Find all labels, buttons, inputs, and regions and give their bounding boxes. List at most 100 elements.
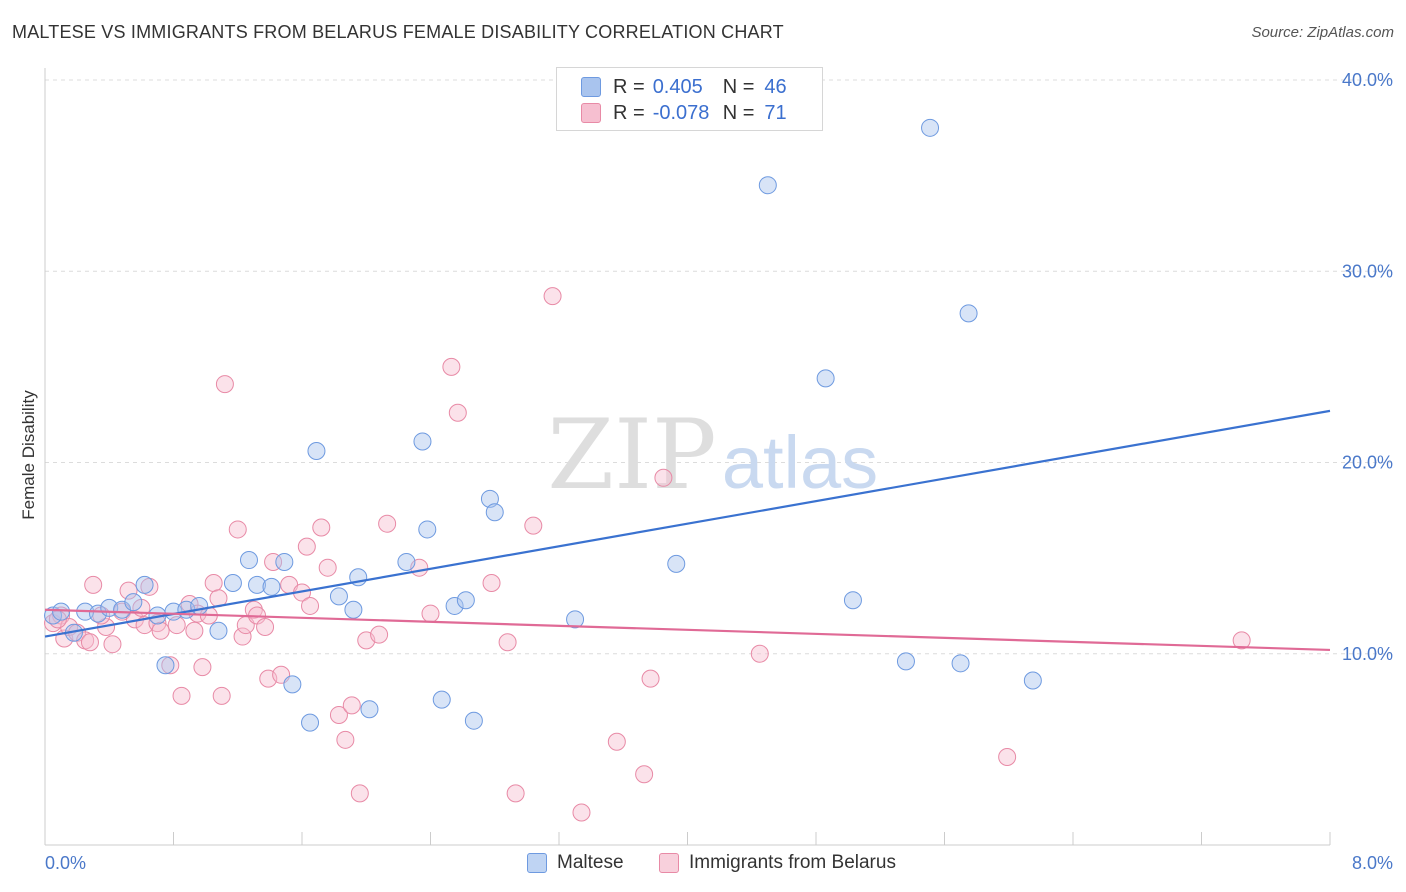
- maltese-point: [262, 577, 281, 596]
- belarus-point: [329, 705, 348, 724]
- maltese-point: [485, 503, 504, 522]
- belarus-point: [297, 537, 316, 556]
- belarus-point: [84, 575, 103, 594]
- belarus-point: [103, 635, 122, 654]
- belarus-point: [80, 633, 99, 652]
- r-value: 0.405: [652, 75, 703, 98]
- belarus-point: [750, 644, 769, 663]
- belarus-point: [641, 669, 660, 688]
- belarus-point: [342, 696, 361, 715]
- belarus-point: [350, 784, 369, 803]
- maltese-point: [1023, 671, 1042, 690]
- watermark: ZIP atlas: [547, 399, 878, 511]
- maltese-point: [896, 652, 915, 671]
- legend-row-maltese: R = 0.405 N = 46: [581, 75, 787, 99]
- legend-label-maltese: Maltese: [557, 852, 624, 873]
- belarus-point: [172, 686, 191, 705]
- belarus-point: [498, 633, 517, 652]
- belarus-point: [167, 616, 186, 635]
- maltese-point: [329, 587, 348, 606]
- belarus-point: [212, 686, 231, 705]
- belarus-point: [506, 784, 525, 803]
- x-tick-labels: 0.0% 8.0%: [45, 853, 1393, 873]
- maltese-point: [667, 554, 686, 573]
- maltese-point: [480, 489, 499, 508]
- belarus-point: [228, 520, 247, 539]
- maltese-point: [223, 573, 242, 592]
- maltese-point: [275, 552, 294, 571]
- source-label: Source: ZipAtlas.com: [1251, 24, 1394, 41]
- belarus-point: [185, 621, 204, 640]
- belarus-point: [370, 625, 389, 644]
- belarus-point: [1232, 631, 1251, 650]
- maltese-point: [758, 176, 777, 195]
- belarus-point: [572, 803, 591, 822]
- belarus-point: [215, 375, 234, 394]
- chart-title: MALTESE VS IMMIGRANTS FROM BELARUS FEMAL…: [12, 22, 784, 42]
- maltese-point: [344, 600, 363, 619]
- legend-row-belarus: R = -0.078 N = 71: [581, 101, 787, 125]
- belarus-point: [318, 558, 337, 577]
- gridlines: [45, 79, 1392, 655]
- maltese-point: [432, 690, 451, 709]
- series-legend: Maltese Immigrants from Belarus: [0, 852, 1406, 878]
- belarus-point: [448, 403, 467, 422]
- belarus-point: [378, 514, 397, 533]
- maltese-point: [816, 369, 835, 388]
- maltese-point: [464, 711, 483, 730]
- maltese-point: [445, 596, 464, 615]
- y-tick-label: 20.0%: [1342, 453, 1393, 473]
- maltese-point: [843, 591, 862, 610]
- maltese-swatch: [581, 77, 601, 97]
- maltese-point: [959, 304, 978, 323]
- belarus-point: [607, 732, 626, 751]
- maltese-point: [307, 442, 326, 461]
- legend-item-belarus[interactable]: Immigrants from Belarus: [659, 852, 896, 874]
- x-tick-label: 8.0%: [1352, 853, 1393, 873]
- belarus-point: [151, 621, 170, 640]
- belarus-point: [119, 581, 138, 600]
- n-label: N =: [722, 75, 755, 98]
- maltese-point: [124, 593, 143, 612]
- maltese-point: [89, 604, 108, 623]
- watermark-atlas: atlas: [722, 421, 878, 504]
- y-axis-title: Female Disability: [19, 390, 38, 520]
- legend-label-belarus: Immigrants from Belarus: [689, 852, 896, 873]
- belarus-point: [244, 600, 263, 619]
- maltese-point: [190, 596, 209, 615]
- maltese-point: [456, 591, 475, 610]
- maltese-point: [135, 575, 154, 594]
- belarus-point: [524, 516, 543, 535]
- belarus-point: [233, 627, 252, 646]
- maltese-point: [52, 602, 71, 621]
- maltese-point: [301, 713, 320, 732]
- belarus-point: [256, 617, 275, 636]
- maltese-point: [566, 610, 585, 629]
- belarus-point: [312, 518, 331, 537]
- r-value: -0.078: [652, 101, 710, 124]
- maltese-point: [921, 118, 940, 137]
- y-tick-label: 10.0%: [1342, 644, 1393, 664]
- maltese-trendline: [44, 409, 1331, 638]
- n-label: N =: [722, 101, 755, 124]
- belarus-point: [301, 596, 320, 615]
- maltese-point: [248, 575, 267, 594]
- correlation-legend: R = 0.405 N = 46 R = -0.078 N = 71: [556, 67, 823, 131]
- y-tick-label: 30.0%: [1342, 261, 1393, 281]
- maltese-point: [283, 675, 302, 694]
- belarus-point: [543, 287, 562, 306]
- belarus-swatch: [581, 103, 601, 123]
- legend-item-maltese[interactable]: Maltese: [527, 852, 624, 874]
- maltese-point: [239, 551, 258, 570]
- belarus-point: [654, 468, 673, 487]
- belarus-trendline: [44, 608, 1331, 652]
- belarus-point: [204, 573, 223, 592]
- n-value: 71: [764, 101, 787, 124]
- r-label: R =: [613, 75, 645, 98]
- trendlines: [44, 409, 1331, 652]
- belarus-point: [482, 573, 501, 592]
- belarus-point: [336, 730, 355, 749]
- n-value: 46: [764, 75, 787, 98]
- y-tick-label: 40.0%: [1342, 70, 1393, 90]
- watermark-zip: ZIP: [547, 399, 716, 511]
